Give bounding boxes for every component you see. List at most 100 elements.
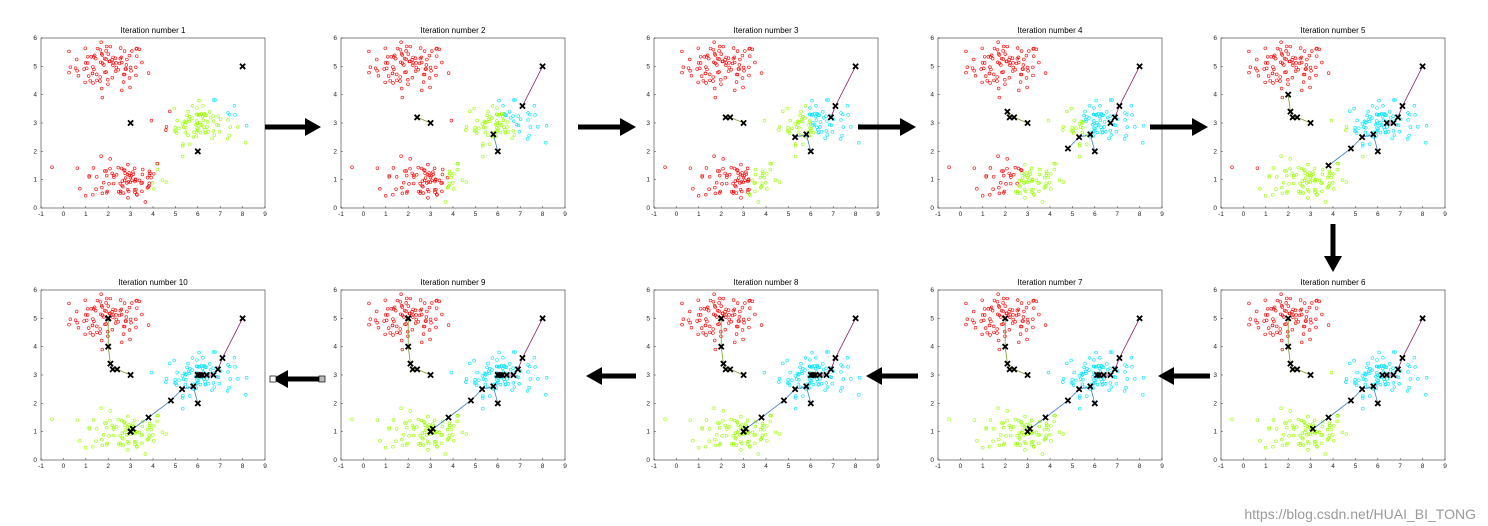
data-point xyxy=(1412,104,1417,108)
data-point xyxy=(1122,389,1127,393)
data-point xyxy=(724,173,729,177)
data-point xyxy=(383,61,388,65)
data-point xyxy=(95,46,100,51)
data-point xyxy=(1332,439,1336,443)
data-point xyxy=(736,428,741,432)
data-point xyxy=(405,173,409,178)
data-point xyxy=(419,312,424,317)
data-point xyxy=(181,142,185,146)
data-point xyxy=(1108,366,1112,370)
data-point xyxy=(719,78,723,82)
centroid-marker xyxy=(404,315,412,322)
data-point xyxy=(743,49,747,53)
centroid-marker xyxy=(514,366,522,373)
data-point xyxy=(226,111,230,115)
data-point xyxy=(394,439,398,443)
data-point xyxy=(1271,65,1275,69)
y-tick-label: 4 xyxy=(333,92,337,99)
axes-box xyxy=(937,37,1163,209)
data-point xyxy=(801,394,805,398)
data-point xyxy=(1031,192,1036,196)
data-point xyxy=(826,350,830,354)
data-point xyxy=(544,376,549,380)
data-point xyxy=(145,175,150,180)
data-point xyxy=(795,377,799,381)
data-point xyxy=(796,130,801,135)
x-tick-label: 9 xyxy=(1160,211,1164,218)
data-point xyxy=(1015,191,1019,195)
data-point xyxy=(104,49,108,53)
data-point xyxy=(1310,178,1314,183)
data-point xyxy=(1015,433,1019,438)
data-point xyxy=(1008,307,1012,312)
data-point xyxy=(106,330,110,334)
data-point xyxy=(383,194,388,198)
x-tick-label: 8 xyxy=(241,463,245,470)
data-point xyxy=(475,118,479,123)
data-point xyxy=(455,413,459,418)
data-point xyxy=(1305,309,1309,314)
data-point xyxy=(395,72,399,77)
data-point xyxy=(1266,326,1271,330)
data-point xyxy=(1114,382,1119,386)
data-point xyxy=(794,142,798,146)
data-point xyxy=(708,324,712,329)
data-point xyxy=(217,130,222,134)
arrow-shaft xyxy=(1150,124,1194,130)
data-point xyxy=(1357,126,1361,130)
data-point xyxy=(213,350,217,354)
x-tick-label: -1 xyxy=(651,463,657,470)
data-point xyxy=(1020,428,1025,432)
data-point xyxy=(830,382,835,386)
data-point xyxy=(1305,440,1310,444)
data-point xyxy=(686,318,691,322)
centroid-marker xyxy=(407,360,414,367)
centroid-marker xyxy=(1107,119,1114,127)
data-point xyxy=(1288,418,1292,423)
data-point xyxy=(407,182,411,186)
data-point xyxy=(1096,112,1101,116)
data-point xyxy=(721,296,726,301)
data-point xyxy=(846,113,850,117)
data-point xyxy=(773,430,778,434)
data-point xyxy=(720,182,724,186)
data-point xyxy=(125,188,130,192)
data-point xyxy=(383,298,387,302)
data-point xyxy=(480,374,485,378)
data-point xyxy=(1278,312,1283,317)
x-tick-label: 3 xyxy=(1026,211,1030,218)
data-point xyxy=(1083,117,1088,122)
data-point xyxy=(227,385,231,390)
data-point xyxy=(408,409,412,413)
data-point xyxy=(1304,63,1309,67)
data-point xyxy=(180,122,185,126)
data-point xyxy=(1408,125,1412,129)
data-point xyxy=(1287,434,1291,438)
data-point xyxy=(741,175,746,180)
x-tick-label: 3 xyxy=(129,211,133,218)
centroid-marker xyxy=(1347,145,1355,152)
data-point xyxy=(421,324,426,329)
data-point xyxy=(1071,383,1076,387)
data-point xyxy=(1008,173,1013,177)
data-point xyxy=(99,304,104,308)
x-tick-label: 7 xyxy=(518,211,522,218)
x-tick-label: 7 xyxy=(518,463,522,470)
data-point xyxy=(481,142,485,146)
data-point xyxy=(441,419,445,424)
data-point xyxy=(431,422,435,426)
centroid-marker xyxy=(104,343,112,350)
data-point xyxy=(1102,377,1106,381)
centroid-marker xyxy=(1287,108,1294,115)
data-point xyxy=(1284,57,1288,61)
data-point xyxy=(819,130,824,134)
data-point xyxy=(738,181,742,185)
data-point xyxy=(1379,364,1384,368)
data-point xyxy=(1108,98,1113,102)
data-point xyxy=(1287,311,1291,316)
data-point xyxy=(1095,123,1099,127)
data-point xyxy=(104,309,108,313)
data-point xyxy=(421,436,425,441)
